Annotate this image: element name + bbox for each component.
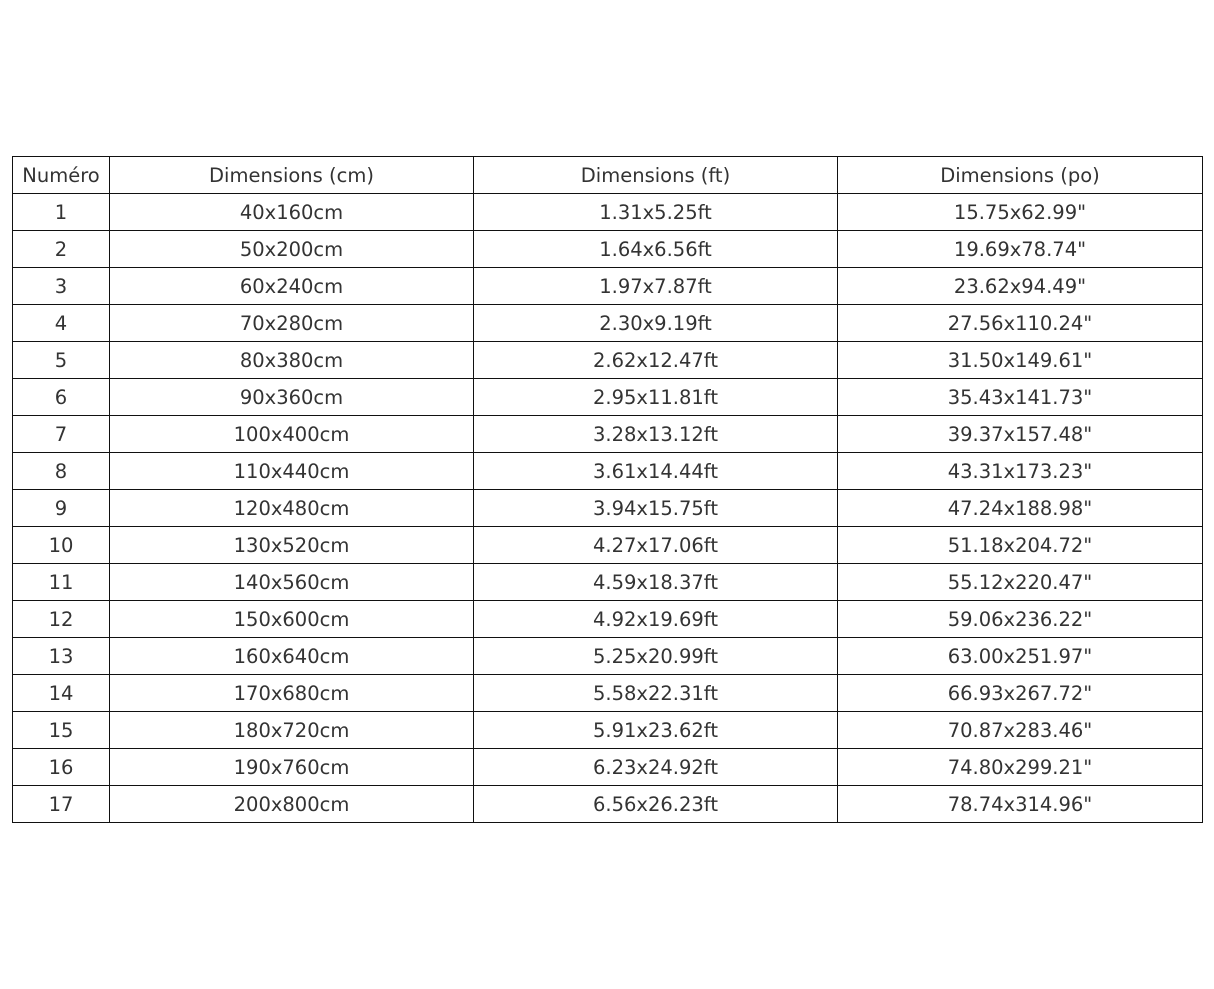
cell-dimensions-cm: 60x240cm [109, 267, 474, 305]
cell-number: 11 [12, 563, 110, 601]
cell-dimensions-in: 59.06x236.22" [837, 600, 1203, 638]
cell-dimensions-in: 27.56x110.24" [837, 304, 1203, 342]
table-row: 13 160x640cm 5.25x20.99ft 63.00x251.97" [12, 637, 1203, 675]
cell-dimensions-ft: 6.23x24.92ft [473, 748, 838, 786]
cell-dimensions-cm: 90x360cm [109, 378, 474, 416]
cell-dimensions-cm: 120x480cm [109, 489, 474, 527]
cell-dimensions-in: 78.74x314.96" [837, 785, 1203, 823]
cell-dimensions-in: 74.80x299.21" [837, 748, 1203, 786]
cell-dimensions-ft: 5.58x22.31ft [473, 674, 838, 712]
cell-number: 1 [12, 193, 110, 231]
table-body: 1 40x160cm 1.31x5.25ft 15.75x62.99" 2 50x200c… [12, 193, 1203, 823]
cell-dimensions-in: 19.69x78.74" [837, 230, 1203, 268]
cell-number: 15 [12, 711, 110, 749]
table-row: 10 130x520cm 4.27x17.06ft 51.18x204.72" [12, 526, 1203, 564]
cell-dimensions-ft: 5.91x23.62ft [473, 711, 838, 749]
header-dimensions-cm: Dimensions (cm) [109, 156, 474, 194]
header-dimensions-ft: Dimensions (ft) [473, 156, 838, 194]
cell-dimensions-ft: 6.56x26.23ft [473, 785, 838, 823]
cell-number: 10 [12, 526, 110, 564]
table-row: 5 80x380cm 2.62x12.47ft 31.50x149.61" [12, 341, 1203, 379]
cell-dimensions-ft: 3.94x15.75ft [473, 489, 838, 527]
table-row: 1 40x160cm 1.31x5.25ft 15.75x62.99" [12, 193, 1203, 231]
cell-dimensions-cm: 190x760cm [109, 748, 474, 786]
cell-dimensions-in: 15.75x62.99" [837, 193, 1203, 231]
cell-dimensions-in: 43.31x173.23" [837, 452, 1203, 490]
cell-number: 4 [12, 304, 110, 342]
cell-dimensions-cm: 50x200cm [109, 230, 474, 268]
cell-dimensions-ft: 3.61x14.44ft [473, 452, 838, 490]
cell-dimensions-in: 55.12x220.47" [837, 563, 1203, 601]
dimensions-table: Numéro Dimensions (cm) Dimensions (ft) D… [12, 156, 1203, 823]
header-row: Numéro Dimensions (cm) Dimensions (ft) D… [12, 156, 1203, 194]
cell-dimensions-ft: 4.27x17.06ft [473, 526, 838, 564]
cell-dimensions-cm: 70x280cm [109, 304, 474, 342]
cell-dimensions-in: 63.00x251.97" [837, 637, 1203, 675]
cell-dimensions-ft: 3.28x13.12ft [473, 415, 838, 453]
cell-number: 3 [12, 267, 110, 305]
cell-number: 2 [12, 230, 110, 268]
cell-dimensions-cm: 140x560cm [109, 563, 474, 601]
cell-dimensions-ft: 1.64x6.56ft [473, 230, 838, 268]
table-row: 6 90x360cm 2.95x11.81ft 35.43x141.73" [12, 378, 1203, 416]
cell-dimensions-in: 39.37x157.48" [837, 415, 1203, 453]
cell-dimensions-ft: 2.30x9.19ft [473, 304, 838, 342]
cell-dimensions-ft: 1.97x7.87ft [473, 267, 838, 305]
cell-number: 13 [12, 637, 110, 675]
cell-dimensions-cm: 170x680cm [109, 674, 474, 712]
table-row: 3 60x240cm 1.97x7.87ft 23.62x94.49" [12, 267, 1203, 305]
cell-number: 14 [12, 674, 110, 712]
cell-dimensions-in: 35.43x141.73" [837, 378, 1203, 416]
cell-dimensions-ft: 1.31x5.25ft [473, 193, 838, 231]
cell-number: 12 [12, 600, 110, 638]
table-row: 2 50x200cm 1.64x6.56ft 19.69x78.74" [12, 230, 1203, 268]
cell-number: 5 [12, 341, 110, 379]
cell-dimensions-cm: 80x380cm [109, 341, 474, 379]
cell-dimensions-in: 51.18x204.72" [837, 526, 1203, 564]
table-row: 4 70x280cm 2.30x9.19ft 27.56x110.24" [12, 304, 1203, 342]
cell-dimensions-in: 31.50x149.61" [837, 341, 1203, 379]
cell-dimensions-ft: 4.92x19.69ft [473, 600, 838, 638]
cell-dimensions-in: 70.87x283.46" [837, 711, 1203, 749]
table-row: 14 170x680cm 5.58x22.31ft 66.93x267.72" [12, 674, 1203, 712]
table-row: 15 180x720cm 5.91x23.62ft 70.87x283.46" [12, 711, 1203, 749]
cell-number: 17 [12, 785, 110, 823]
cell-dimensions-cm: 110x440cm [109, 452, 474, 490]
header-dimensions-in: Dimensions (po) [837, 156, 1203, 194]
cell-dimensions-ft: 5.25x20.99ft [473, 637, 838, 675]
table-row: 17 200x800cm 6.56x26.23ft 78.74x314.96" [12, 785, 1203, 823]
cell-dimensions-in: 47.24x188.98" [837, 489, 1203, 527]
cell-dimensions-cm: 160x640cm [109, 637, 474, 675]
cell-number: 16 [12, 748, 110, 786]
cell-dimensions-ft: 2.62x12.47ft [473, 341, 838, 379]
table-row: 16 190x760cm 6.23x24.92ft 74.80x299.21" [12, 748, 1203, 786]
table-row: 12 150x600cm 4.92x19.69ft 59.06x236.22" [12, 600, 1203, 638]
cell-dimensions-ft: 2.95x11.81ft [473, 378, 838, 416]
cell-dimensions-cm: 100x400cm [109, 415, 474, 453]
cell-number: 8 [12, 452, 110, 490]
table-row: 7 100x400cm 3.28x13.12ft 39.37x157.48" [12, 415, 1203, 453]
cell-number: 9 [12, 489, 110, 527]
header-number: Numéro [12, 156, 110, 194]
cell-dimensions-cm: 200x800cm [109, 785, 474, 823]
table-row: 8 110x440cm 3.61x14.44ft 43.31x173.23" [12, 452, 1203, 490]
table-row: 9 120x480cm 3.94x15.75ft 47.24x188.98" [12, 489, 1203, 527]
cell-number: 7 [12, 415, 110, 453]
cell-dimensions-cm: 40x160cm [109, 193, 474, 231]
cell-dimensions-cm: 180x720cm [109, 711, 474, 749]
table-row: 11 140x560cm 4.59x18.37ft 55.12x220.47" [12, 563, 1203, 601]
cell-dimensions-in: 66.93x267.72" [837, 674, 1203, 712]
cell-dimensions-cm: 130x520cm [109, 526, 474, 564]
cell-dimensions-cm: 150x600cm [109, 600, 474, 638]
cell-number: 6 [12, 378, 110, 416]
cell-dimensions-in: 23.62x94.49" [837, 267, 1203, 305]
cell-dimensions-ft: 4.59x18.37ft [473, 563, 838, 601]
